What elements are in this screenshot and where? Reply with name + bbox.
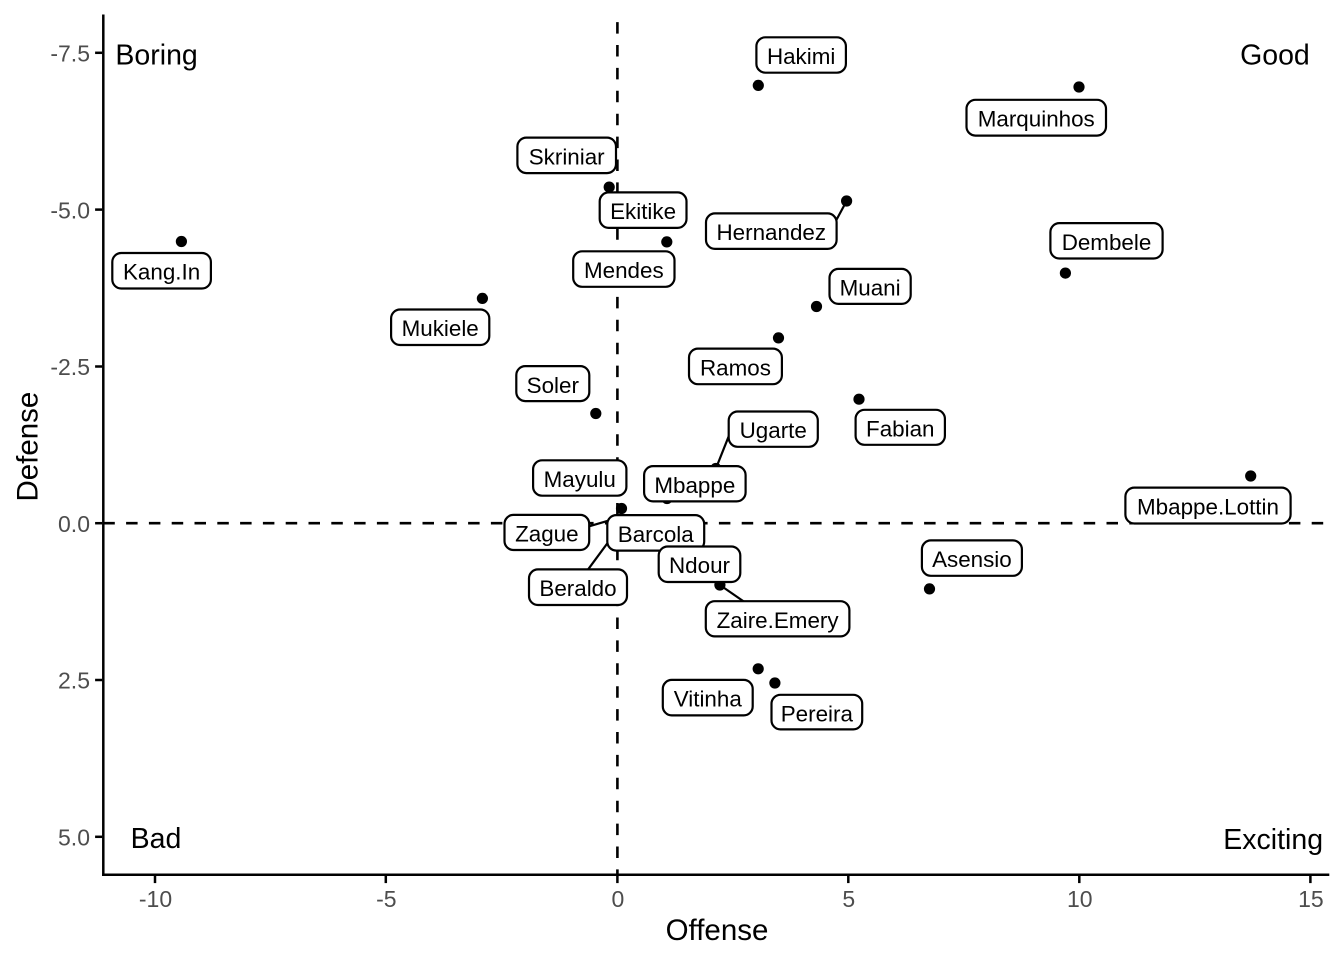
svg-text:Beraldo: Beraldo — [539, 576, 616, 601]
svg-text:-5: -5 — [376, 886, 396, 912]
svg-text:Vitinha: Vitinha — [674, 687, 743, 712]
svg-text:Exciting: Exciting — [1223, 824, 1323, 856]
svg-text:Ugarte: Ugarte — [740, 418, 807, 443]
svg-text:Mendes: Mendes — [584, 258, 664, 283]
svg-text:-7.5: -7.5 — [50, 41, 90, 67]
svg-text:Hernandez: Hernandez — [717, 220, 827, 245]
svg-text:Mbappe: Mbappe — [654, 473, 735, 498]
svg-text:Defense: Defense — [11, 392, 44, 502]
svg-text:Hakimi: Hakimi — [767, 44, 835, 69]
svg-text:Mayulu: Mayulu — [544, 467, 616, 492]
svg-text:-10: -10 — [139, 886, 172, 912]
svg-text:Offense: Offense — [666, 914, 769, 947]
svg-text:5: 5 — [842, 886, 855, 912]
svg-text:Ekitike: Ekitike — [610, 199, 676, 224]
svg-text:Bad: Bad — [131, 823, 182, 855]
svg-text:Zaire.Emery: Zaire.Emery — [717, 608, 840, 633]
svg-text:Mbappe.Lottin: Mbappe.Lottin — [1137, 494, 1279, 519]
svg-text:Boring: Boring — [115, 39, 197, 71]
svg-text:Asensio: Asensio — [932, 547, 1012, 572]
svg-text:0: 0 — [612, 886, 625, 912]
svg-text:10: 10 — [1067, 886, 1093, 912]
svg-text:Fabian: Fabian — [866, 417, 934, 442]
svg-text:Soler: Soler — [527, 373, 580, 398]
svg-text:Muani: Muani — [840, 276, 901, 301]
svg-text:Mukiele: Mukiele — [402, 316, 479, 341]
svg-text:Kang.In: Kang.In — [123, 260, 200, 285]
svg-text:-2.5: -2.5 — [50, 354, 90, 380]
svg-text:-5.0: -5.0 — [50, 197, 90, 223]
svg-text:Good: Good — [1240, 39, 1310, 71]
svg-text:Ndour: Ndour — [669, 553, 731, 578]
svg-text:5.0: 5.0 — [58, 825, 90, 851]
svg-text:Zague: Zague — [515, 522, 579, 547]
svg-text:Dembele: Dembele — [1062, 230, 1152, 255]
svg-text:0.0: 0.0 — [58, 511, 90, 537]
svg-text:Skriniar: Skriniar — [529, 144, 605, 169]
svg-text:Barcola: Barcola — [618, 522, 694, 547]
svg-text:Ramos: Ramos — [700, 355, 771, 380]
svg-text:Marquinhos: Marquinhos — [978, 107, 1095, 132]
svg-text:Pereira: Pereira — [781, 702, 854, 727]
svg-text:15: 15 — [1298, 886, 1324, 912]
svg-text:2.5: 2.5 — [58, 668, 90, 694]
